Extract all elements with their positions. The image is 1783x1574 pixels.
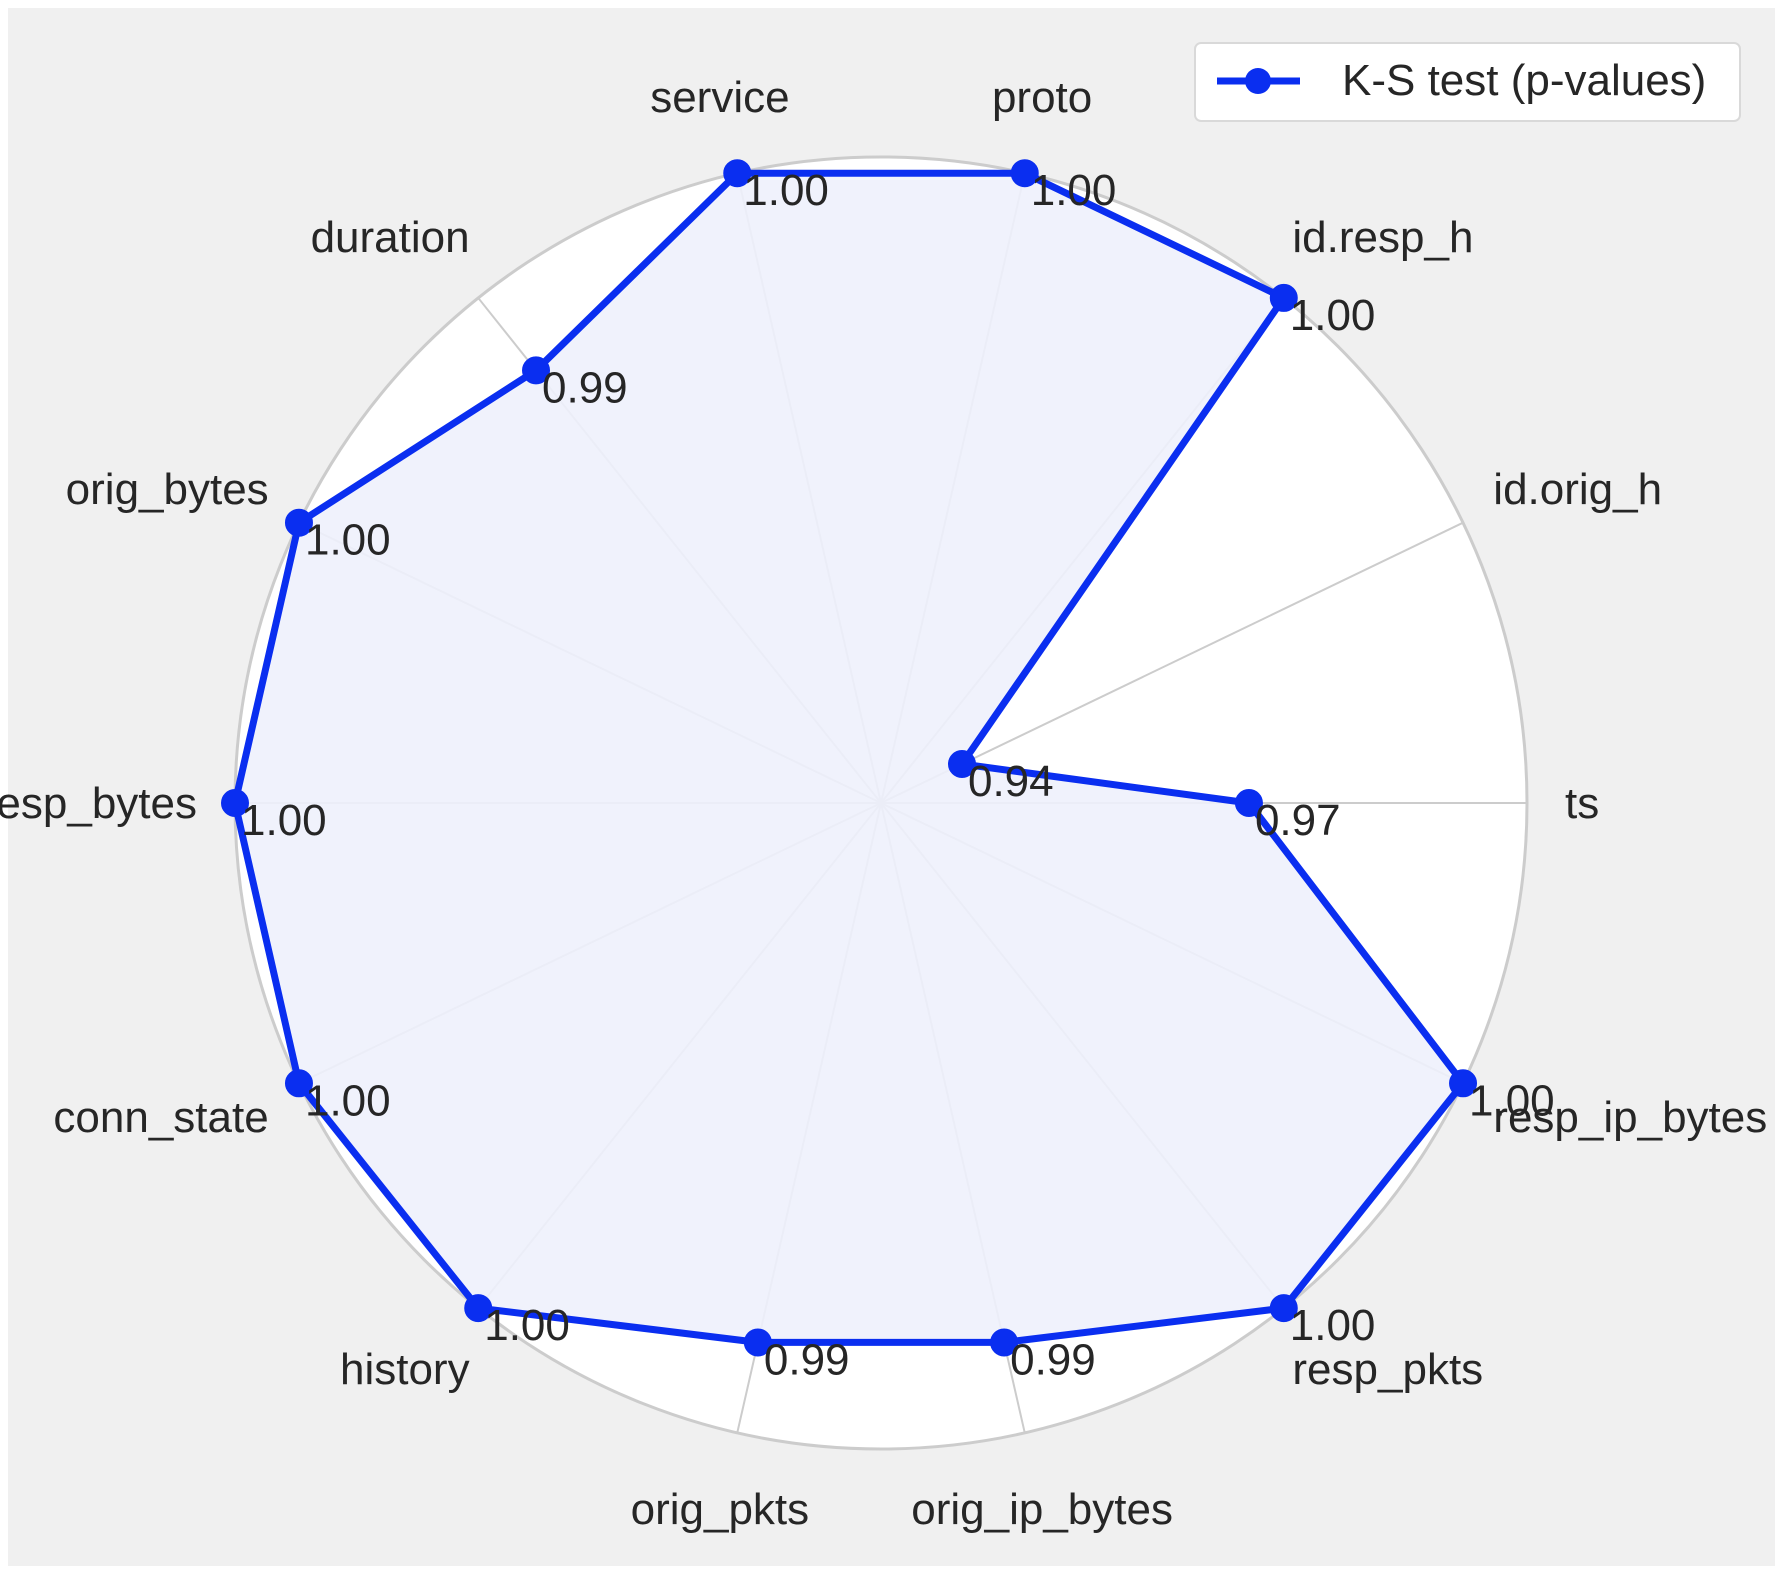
data-point-resp_pkts [1269,1294,1298,1323]
axis-label-conn_state: conn_state [53,1093,268,1142]
data-point-ts [1234,789,1263,817]
axis-label-id.orig_h: id.orig_h [1493,465,1662,514]
legend: K-S test (p-values) [1194,42,1741,122]
data-point-orig_ip_bytes [990,1328,1019,1357]
data-point-service [723,159,752,188]
legend-box [1194,42,1741,122]
data-point-conn_state [284,1069,313,1098]
data-point-resp_bytes [221,789,249,817]
value-label-id.resp_h: 1.00 [1290,291,1376,340]
value-label-service: 1.00 [743,166,829,215]
axis-label-history: history [340,1345,470,1394]
axis-label-orig_pkts: orig_pkts [631,1485,810,1534]
axis-label-resp_pkts: resp_pkts [1292,1345,1483,1394]
data-layer [221,159,1478,1357]
data-point-id.resp_h [1269,283,1298,312]
axis-label-id.resp_h: id.resp_h [1292,213,1473,262]
data-point-orig_pkts [743,1328,772,1357]
axis-label-resp_ip_bytes: resp_ip_bytes [1493,1093,1767,1142]
series-area [235,173,1463,1343]
axis-label-orig_bytes: orig_bytes [66,465,269,514]
value-label-orig_bytes: 1.00 [305,516,391,565]
data-point-proto [1010,159,1039,188]
axis-label-orig_ip_bytes: orig_ip_bytes [911,1485,1173,1534]
value-label-orig_pkts: 0.99 [764,1335,850,1384]
data-point-orig_bytes [284,508,313,537]
data-point-id.orig_h [947,749,976,778]
axis-label-proto: proto [992,73,1092,122]
legend-marker-swatch [1245,68,1271,94]
legend-label: K-S test (p-values) [1342,56,1706,105]
value-label-proto: 1.00 [1031,166,1117,215]
value-label-duration: 0.99 [542,363,628,412]
data-point-duration [522,356,551,385]
axis-label-resp_bytes: resp_bytes [0,779,197,828]
spoke-id.orig_h [880,521,1464,804]
axis-label-duration: duration [311,213,470,262]
value-label-orig_ip_bytes: 0.99 [1010,1335,1096,1384]
data-point-resp_ip_bytes [1449,1069,1478,1098]
value-label-resp_pkts: 1.00 [1290,1301,1376,1350]
axis-label-service: service [650,73,789,122]
value-label-conn_state: 1.00 [305,1076,391,1125]
data-point-history [464,1294,493,1323]
value-label-ts: 0.97 [1255,796,1341,845]
value-label-resp_bytes: 1.00 [241,796,327,845]
value-label-history: 1.00 [484,1301,570,1350]
value-label-resp_ip_bytes: 1.00 [1469,1076,1555,1125]
label-layer: 0.97 0.94 1.00 1.00 1.00 0.99 1.00 1.00 1.00 1.00… [0,73,1767,1534]
axis-label-ts: ts [1565,779,1599,828]
value-label-id.orig_h: 0.94 [968,757,1054,806]
